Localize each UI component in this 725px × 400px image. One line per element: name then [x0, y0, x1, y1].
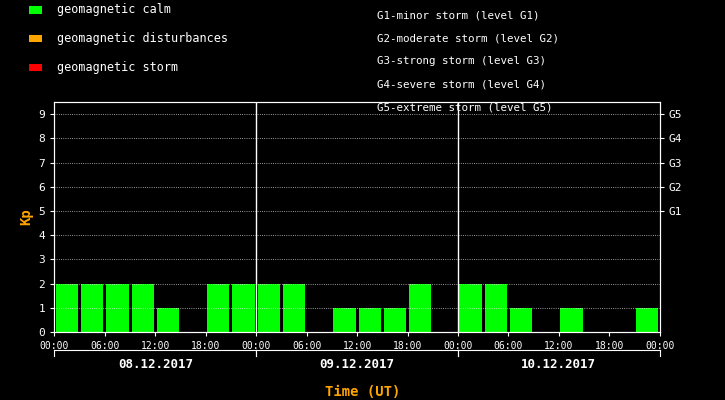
Text: G1-minor storm (level G1): G1-minor storm (level G1)	[377, 10, 539, 20]
Bar	[460, 284, 481, 332]
Bar	[257, 284, 280, 332]
Bar	[636, 308, 658, 332]
Bar	[283, 284, 305, 332]
Bar	[131, 284, 154, 332]
Text: geomagnetic disturbances: geomagnetic disturbances	[57, 32, 228, 45]
Bar	[359, 308, 381, 332]
Text: geomagnetic storm: geomagnetic storm	[57, 61, 178, 74]
Bar	[510, 308, 532, 332]
Bar	[56, 284, 78, 332]
Bar	[107, 284, 128, 332]
Text: G3-strong storm (level G3): G3-strong storm (level G3)	[377, 56, 546, 66]
Bar	[460, 284, 481, 332]
Bar	[81, 284, 104, 332]
Bar	[157, 308, 179, 332]
Text: G5-extreme storm (level G5): G5-extreme storm (level G5)	[377, 103, 552, 113]
Text: 09.12.2017: 09.12.2017	[320, 358, 394, 370]
Text: geomagnetic calm: geomagnetic calm	[57, 4, 170, 16]
Text: G4-severe storm (level G4): G4-severe storm (level G4)	[377, 80, 546, 90]
Bar	[484, 284, 507, 332]
Bar	[334, 308, 355, 332]
Text: G2-moderate storm (level G2): G2-moderate storm (level G2)	[377, 33, 559, 43]
Text: 08.12.2017: 08.12.2017	[117, 358, 193, 370]
Text: Time (UT): Time (UT)	[325, 385, 400, 399]
Bar	[661, 284, 684, 332]
Text: 10.12.2017: 10.12.2017	[521, 358, 597, 370]
Bar	[384, 308, 406, 332]
Y-axis label: Kp: Kp	[19, 209, 33, 225]
Bar	[207, 284, 230, 332]
Bar	[409, 284, 431, 332]
Bar	[560, 308, 583, 332]
Bar	[233, 284, 254, 332]
